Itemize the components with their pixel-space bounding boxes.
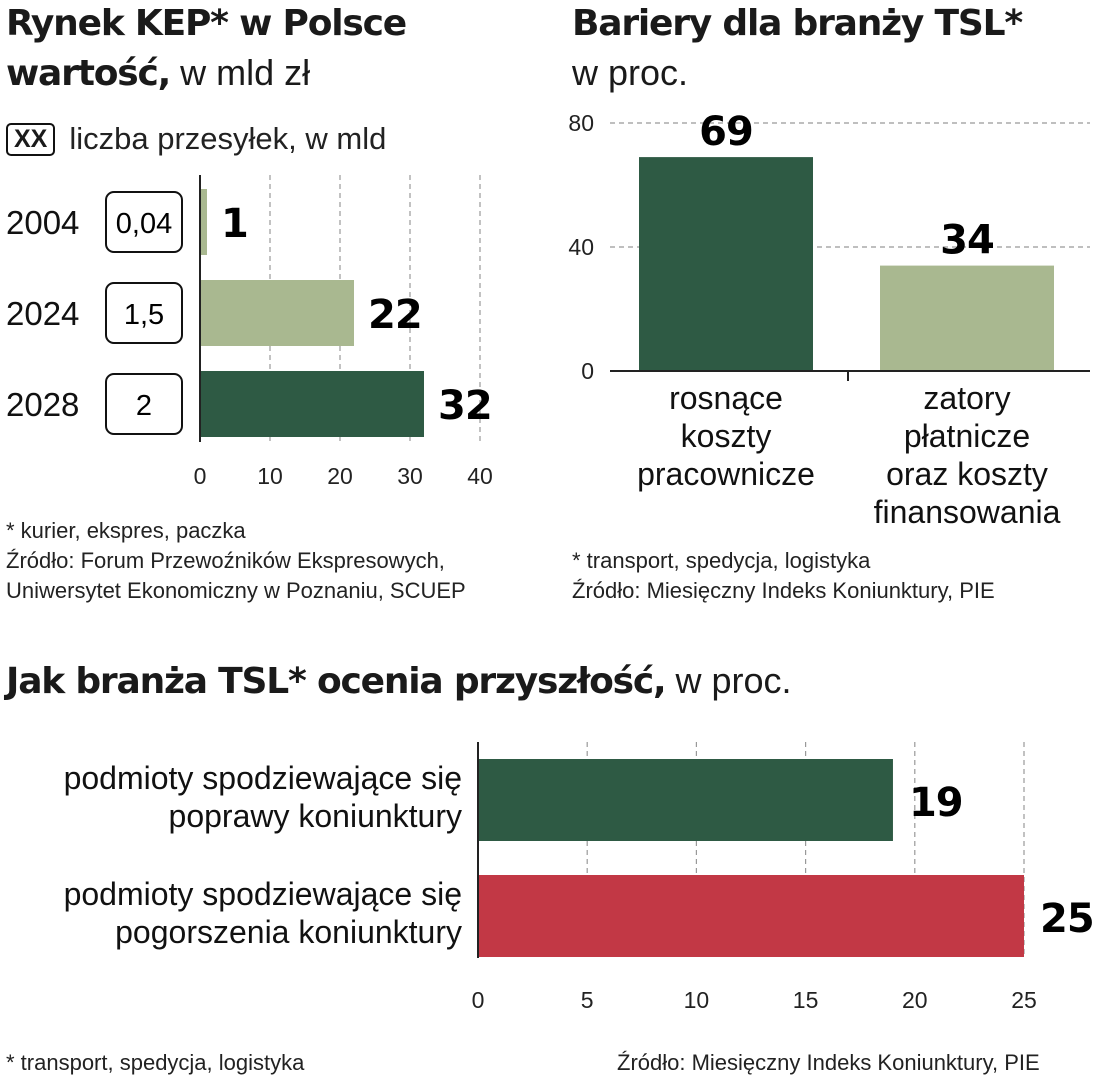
outlook-category-label: poprawy koniunktury <box>169 798 462 834</box>
barriers-category-label: koszty <box>681 418 772 454</box>
kep-x-tick: 10 <box>257 463 283 489</box>
barriers-value-label: 34 <box>940 218 994 264</box>
kep-legend: XX liczba przesyłek, w mld <box>6 121 386 157</box>
outlook-x-tick: 20 <box>902 987 928 1013</box>
kep-subtitle-bold: wartość, <box>6 53 171 94</box>
kep-subtitle: wartość, w mld zł <box>6 52 310 94</box>
outlook-x-tick: 25 <box>1011 987 1037 1013</box>
barriers-category-label: oraz koszty <box>886 456 1048 492</box>
outlook-value-label: 25 <box>1040 896 1094 942</box>
kep-source-line2: Uniwersytet Ekonomiczny w Poznaniu, SCUE… <box>6 578 466 603</box>
barriers-y-tick: 40 <box>568 234 594 260</box>
kep-shipment-box <box>105 191 183 253</box>
kep-title: Rynek KEP* w Polsce <box>6 3 407 44</box>
barriers-bar <box>880 265 1054 371</box>
kep-shipment-box <box>105 282 183 344</box>
kep-subtitle-light: w mld zł <box>170 52 311 93</box>
barriers-value-label: 69 <box>699 109 753 155</box>
kep-legend-box: XX <box>6 122 56 156</box>
outlook-title-light: w proc. <box>665 660 792 701</box>
kep-bar <box>200 371 424 437</box>
outlook-bar <box>478 875 1024 957</box>
kep-bar <box>200 280 354 346</box>
barriers-source: Źródło: Miesięczny Indeks Koniunktury, P… <box>572 578 995 603</box>
outlook-category-label: podmioty spodziewające się <box>64 876 462 912</box>
kep-x-tick: 20 <box>327 463 353 489</box>
kep-shipment-label: 2 <box>136 390 152 422</box>
barriers-category-label: pracownicze <box>637 456 815 492</box>
kep-x-tick: 30 <box>397 463 423 489</box>
outlook-x-tick: 15 <box>793 987 819 1013</box>
barriers-title: Bariery dla branży TSL* <box>572 3 1023 44</box>
kep-value-label: 1 <box>221 201 248 247</box>
barriers-category-label: płatnicze <box>904 418 1030 454</box>
outlook-x-tick: 0 <box>472 987 485 1013</box>
kep-x-tick: 0 <box>194 463 207 489</box>
kep-year-label: 2004 <box>6 204 79 241</box>
outlook-value-label: 19 <box>909 780 963 826</box>
kep-shipment-box <box>105 373 183 435</box>
outlook-category-label: pogorszenia koniunktury <box>115 914 462 950</box>
outlook-bar <box>478 759 893 841</box>
kep-footnote: * kurier, ekspres, paczka <box>6 518 246 543</box>
kep-year-label: 2024 <box>6 295 79 332</box>
outlook-footnote: * transport, spedycja, logistyka <box>6 1050 305 1075</box>
outlook-source: Źródło: Miesięczny Indeks Koniunktury, P… <box>617 1050 1040 1075</box>
barriers-category-label: rosnące <box>669 380 783 416</box>
kep-chart: 0 10 20 30 40 2004 0,04 1 2024 1,5 22 2028 2 32 <box>6 175 493 489</box>
outlook-title-bold: Jak branża TSL* ocenia przyszłość, <box>6 661 667 702</box>
barriers-bar <box>639 157 813 371</box>
barriers-subtitle: w proc. <box>572 52 689 93</box>
kep-shipment-label: 0,04 <box>116 208 172 240</box>
outlook-category-label: podmioty spodziewające się <box>64 760 462 796</box>
barriers-category-label: finansowania <box>874 494 1061 530</box>
kep-value-label: 32 <box>438 383 492 429</box>
kep-legend-text: liczba przesyłek, w mld <box>69 121 387 156</box>
kep-year-label: 2028 <box>6 386 79 423</box>
barriers-footnote: * transport, spedycja, logistyka <box>572 548 871 573</box>
barriers-y-tick: 80 <box>568 110 594 136</box>
kep-bar <box>200 189 207 255</box>
kep-value-label: 22 <box>368 292 422 338</box>
barriers-category-label: zatory <box>923 380 1010 416</box>
barriers-y-tick: 0 <box>581 358 594 384</box>
outlook-title: Jak branża TSL* ocenia przyszłość, w pro… <box>6 660 792 702</box>
kep-source-line1: Źródło: Forum Przewoźników Ekspresowych, <box>6 548 445 573</box>
outlook-x-tick: 10 <box>684 987 710 1013</box>
kep-shipment-label: 1,5 <box>124 299 164 331</box>
outlook-x-tick: 5 <box>581 987 594 1013</box>
kep-x-tick: 40 <box>467 463 493 489</box>
